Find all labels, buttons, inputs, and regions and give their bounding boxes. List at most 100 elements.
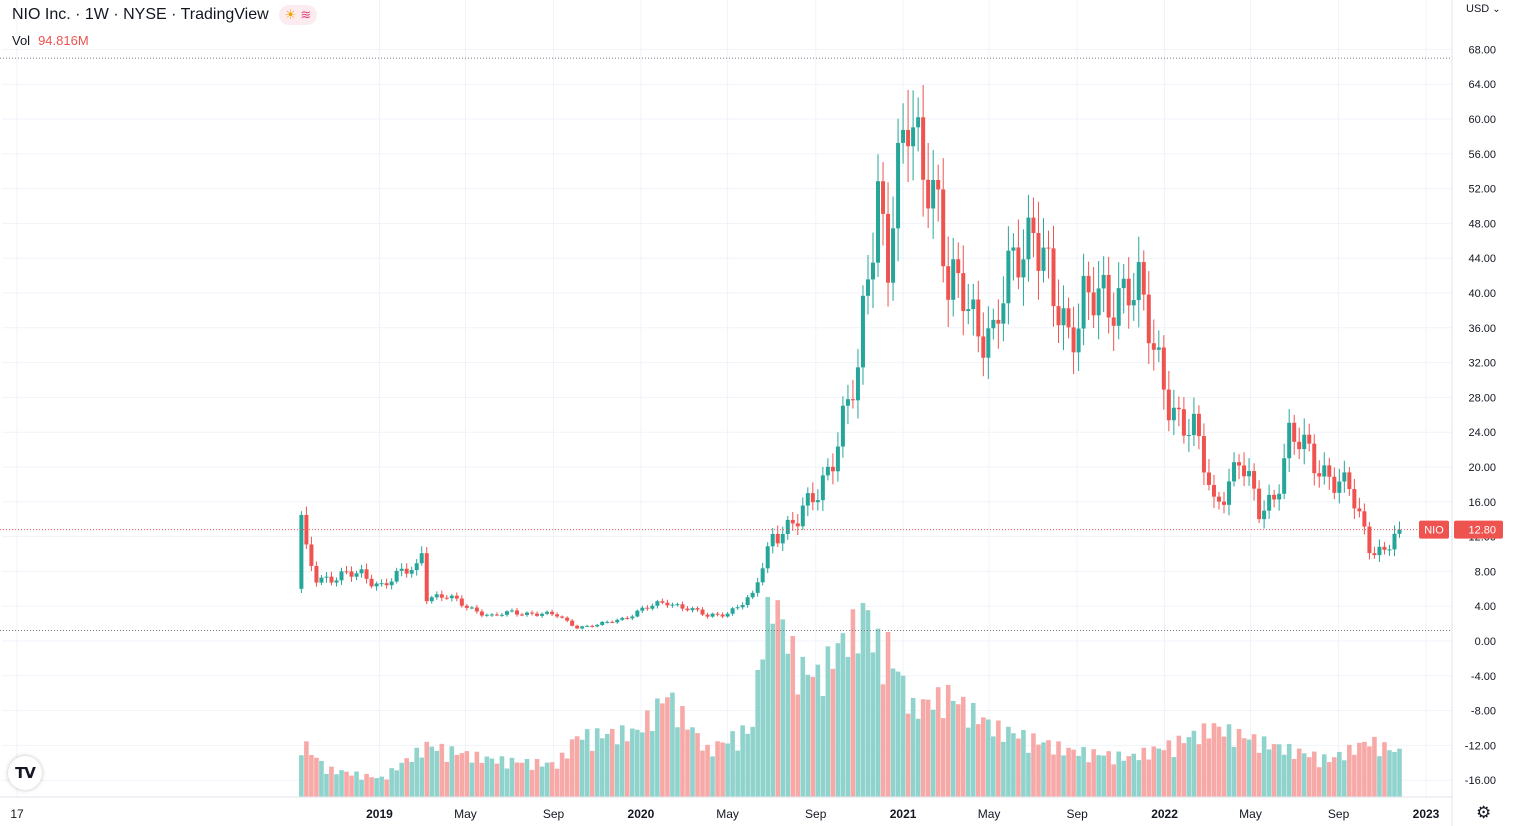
volume-bar: [680, 706, 685, 797]
candle-body: [1387, 549, 1392, 551]
volume-bar: [1266, 749, 1272, 797]
candle-body: [605, 621, 610, 623]
candle-body: [414, 563, 419, 571]
candle-body: [1352, 489, 1357, 509]
candle-body: [855, 367, 860, 401]
candle-body: [1211, 484, 1216, 497]
market-status-badge[interactable]: ☀ ≋: [278, 5, 318, 25]
candle-body: [1081, 275, 1086, 329]
volume-bar: [1076, 755, 1081, 797]
volume-bar: [815, 664, 821, 797]
currency-selector[interactable]: USD ⌄: [1466, 3, 1501, 15]
volume-bar: [369, 777, 374, 797]
volume-bar: [484, 756, 490, 797]
volume-bar: [775, 600, 781, 797]
waves-icon: ≋: [300, 7, 312, 22]
volume-bar: [544, 762, 550, 797]
candle-body: [1176, 407, 1181, 410]
candle-body: [555, 614, 560, 617]
candle-body: [454, 595, 459, 599]
volume-bar: [965, 727, 971, 797]
candle-body: [545, 611, 550, 614]
volume-bar: [469, 762, 475, 797]
volume-bar: [1091, 749, 1096, 797]
candle-body: [891, 228, 896, 283]
candle-body: [1267, 494, 1272, 511]
volume-bar: [1291, 758, 1297, 797]
volume-bar: [354, 771, 359, 797]
candle-body: [825, 466, 830, 476]
volume-bar: [299, 755, 304, 797]
volume-bar: [875, 628, 881, 797]
candle-body: [991, 319, 996, 329]
volume-bar: [1392, 751, 1397, 797]
volume-bar: [1081, 747, 1086, 797]
last-price-value: 12.80: [1468, 525, 1496, 537]
volume-bar: [324, 773, 329, 797]
volume-bar: [1226, 724, 1232, 797]
volume-bar: [1276, 744, 1282, 797]
candle-body: [1242, 465, 1247, 477]
volume-bar: [334, 774, 339, 797]
y-tick-label: 68.00: [1468, 44, 1496, 56]
candle-body: [389, 581, 394, 586]
candle-body: [1166, 389, 1171, 421]
volume-bar: [349, 775, 354, 797]
gear-icon[interactable]: ⚙: [1476, 803, 1492, 822]
candle-body: [785, 519, 790, 534]
volume-bar: [1171, 757, 1177, 797]
volume-bar: [955, 704, 961, 797]
candle-body: [996, 319, 1001, 324]
volume-bar: [915, 718, 921, 797]
candle-body: [635, 610, 640, 617]
volume-bar: [399, 762, 404, 797]
volume-bar: [860, 602, 866, 797]
candle-body: [314, 565, 319, 583]
candle-body: [600, 621, 605, 625]
chart-grid: [2, 0, 1452, 797]
volume-bar: [625, 741, 630, 797]
volume-bar: [655, 698, 660, 797]
candle-body: [1006, 250, 1011, 304]
candle-body: [469, 607, 474, 609]
candle-body: [956, 259, 961, 274]
volume-bar: [1156, 748, 1162, 797]
volume-bar: [770, 623, 776, 797]
volume-bar: [845, 656, 851, 797]
y-tick-label: 20.00: [1468, 462, 1496, 474]
tradingview-logo[interactable]: TV: [8, 756, 42, 790]
candle-body: [1171, 407, 1176, 421]
candle-body: [976, 299, 981, 337]
candle-body: [680, 604, 685, 609]
candle-body: [715, 613, 720, 615]
candle-body: [1161, 347, 1166, 390]
candle-body: [750, 592, 755, 598]
volume-bar: [379, 776, 384, 797]
y-tick-label: 0.00: [1475, 636, 1496, 648]
volume-bar: [1362, 741, 1367, 797]
volume-bar: [319, 760, 324, 797]
volume-bar: [750, 726, 755, 797]
candle-body: [369, 578, 374, 587]
volume-bar: [740, 725, 745, 797]
x-tick-label: Sep: [543, 807, 565, 821]
candle-body: [805, 493, 810, 506]
volume-bar: [1131, 753, 1137, 797]
candle-body: [971, 299, 976, 310]
volume-bar: [584, 729, 590, 797]
candle-body: [429, 597, 434, 602]
volume-bar: [554, 768, 560, 797]
y-tick-label: -8.00: [1471, 706, 1496, 718]
candle-body: [1297, 441, 1302, 450]
volume-bar: [720, 742, 725, 797]
candle-body: [1201, 436, 1206, 473]
x-tick-label: 17: [10, 807, 24, 821]
volume-bar: [885, 632, 891, 797]
volume-bar: [1056, 741, 1061, 797]
candle-body: [670, 604, 675, 606]
candle-body: [1377, 546, 1382, 556]
volume-legend: Vol 94.816M: [12, 33, 89, 48]
volume-bar: [1186, 737, 1192, 797]
candle-body: [1061, 308, 1066, 326]
